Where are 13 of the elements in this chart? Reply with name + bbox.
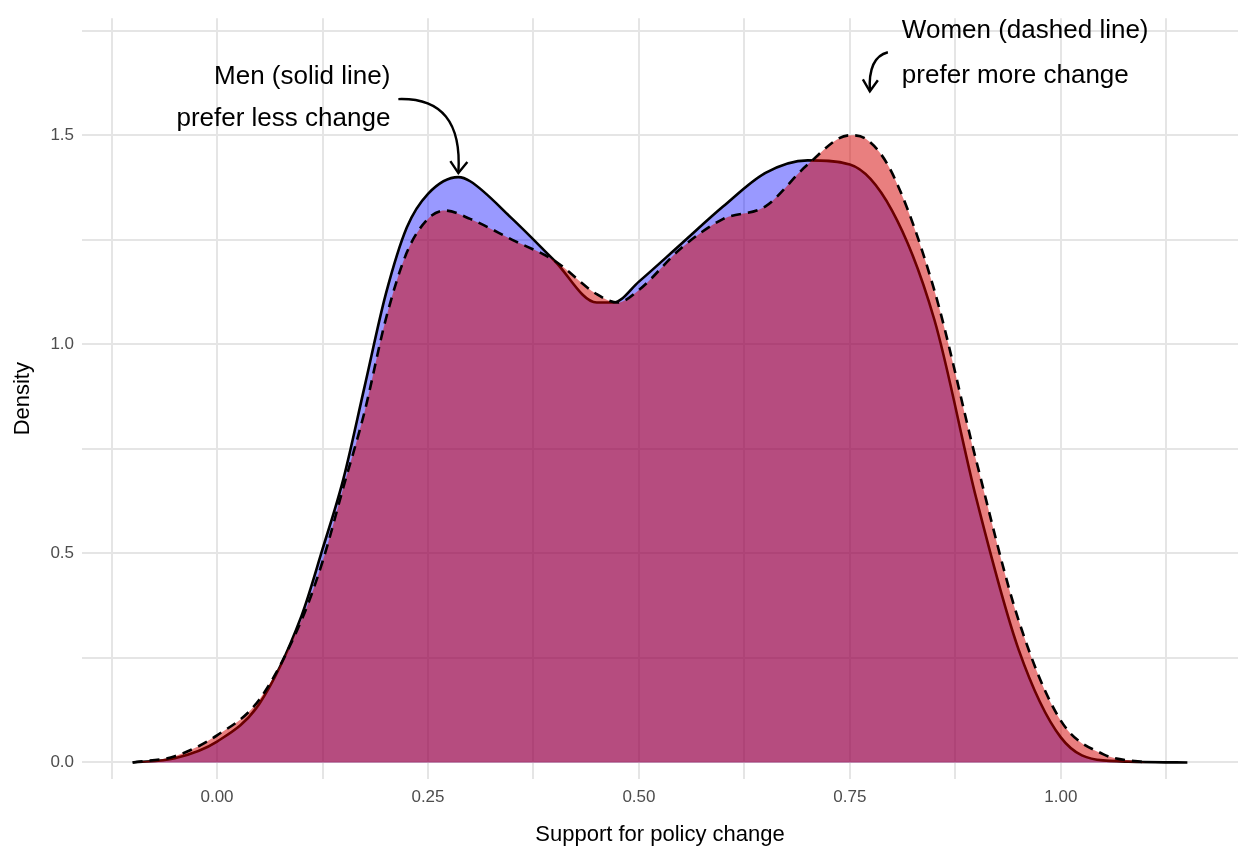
x-tick-label: 0.25 xyxy=(411,787,445,807)
y-axis-title: Density xyxy=(9,362,35,436)
y-tick-label: 0.0 xyxy=(50,752,75,772)
x-tick-label: 0.00 xyxy=(200,787,234,807)
x-tick-label: 0.75 xyxy=(833,787,867,807)
x-axis-title: Support for policy change xyxy=(535,820,785,846)
annotation: Women (dashed line) prefer more change xyxy=(901,14,1149,90)
y-tick-label: 1.0 xyxy=(50,334,75,354)
y-tick-label: 1.5 xyxy=(50,124,75,144)
y-tick-label: 0.5 xyxy=(50,543,75,563)
annotation: Men (solid line) prefer less change xyxy=(176,60,391,133)
x-tick-label: 1.00 xyxy=(1044,787,1078,807)
x-tick-label: 0.50 xyxy=(622,787,656,807)
